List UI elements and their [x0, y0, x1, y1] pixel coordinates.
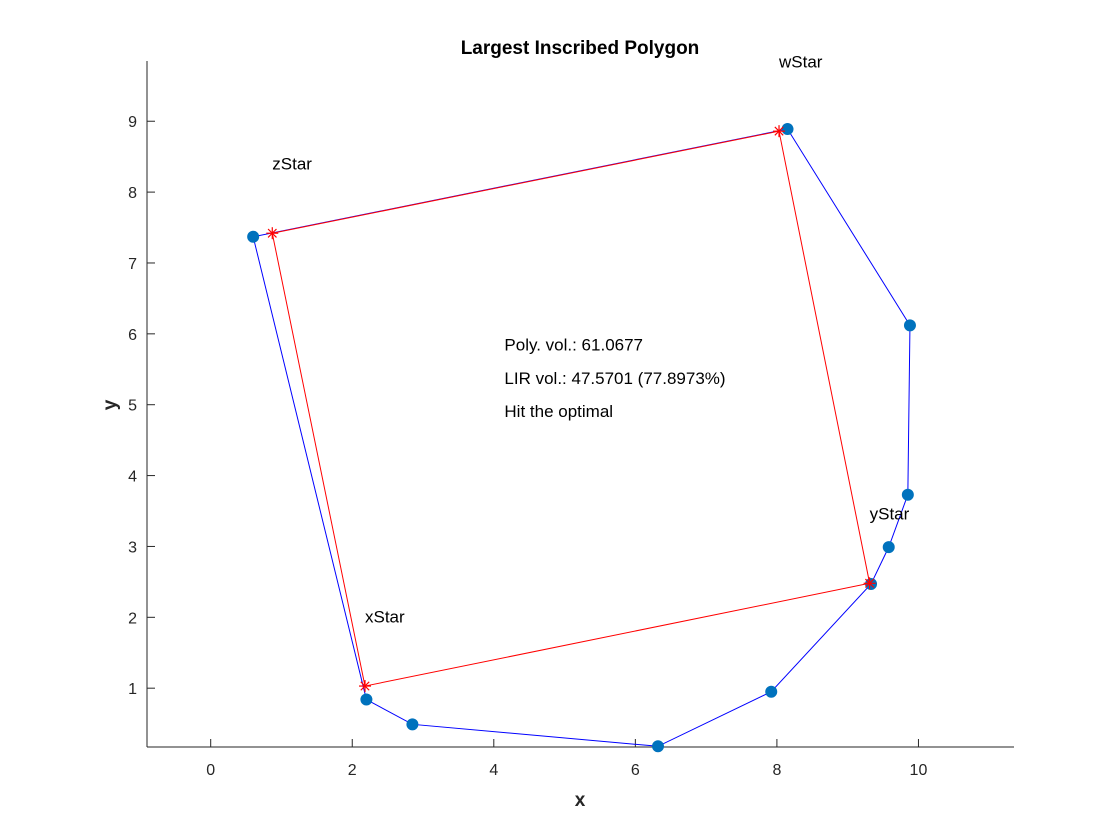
x-tick-label: 0: [206, 762, 215, 779]
y-axis-title: y: [100, 399, 121, 410]
polygon-vertex-marker: [406, 718, 419, 731]
asterisk-stroke: [864, 578, 875, 588]
y-tick-label: 4: [128, 469, 137, 486]
chart-title: Largest Inscribed Polygon: [461, 38, 700, 59]
rectangle-vertex-asterisk: [773, 125, 786, 138]
y-tick-label: 5: [128, 398, 137, 415]
rectangle-vertex-asterisk: [266, 227, 279, 240]
y-tick-label: 2: [128, 610, 137, 627]
polygon-vertex-marker: [247, 230, 260, 243]
asterisk-stroke: [267, 228, 277, 238]
y-tick-label: 7: [128, 256, 137, 273]
labels: xStar yStar zStar wStar Poly. vol.: 61.0677 L…: [272, 52, 909, 626]
y-tick-label: 3: [128, 539, 137, 556]
vertex-label-yStar: yStar: [870, 505, 910, 524]
annotation-text: Hit the optimal: [504, 402, 613, 421]
polygon-vertex-marker: [765, 685, 778, 698]
y-tick-label: 1: [128, 681, 137, 698]
annotation-text: LIR vol.: 47.5701 (77.8973%): [504, 369, 725, 388]
vertex-label-xStar: xStar: [365, 607, 405, 626]
x-tick-label: 8: [772, 762, 781, 779]
x-tick-label: 6: [631, 762, 640, 779]
asterisk-stroke: [360, 681, 370, 691]
x-tick-label: 2: [348, 762, 357, 779]
y-tick-label: 6: [128, 327, 137, 344]
plot-series: [247, 123, 916, 753]
vertex-label-wStar: wStar: [778, 52, 823, 71]
polygon-vertex-marker: [901, 488, 914, 501]
polygon-vertex-marker: [882, 541, 895, 554]
y-tick-label: 9: [128, 114, 137, 131]
vertex-label-zStar: zStar: [272, 154, 312, 173]
x-tick-label: 4: [489, 762, 498, 779]
x-tick-label: 10: [910, 762, 928, 779]
rectangle-vertex-asterisk: [358, 680, 371, 693]
rectangle-vertex-asterisk: [863, 577, 876, 590]
axes: [146, 61, 1014, 748]
polygon-vertex-marker: [903, 319, 916, 332]
x-axis-title: x: [575, 790, 586, 811]
polygon-vertex-marker: [781, 123, 794, 136]
annotation-text: Poly. vol.: 61.0677: [504, 335, 643, 354]
asterisk-stroke: [774, 126, 784, 136]
y-tick-label: 8: [128, 185, 137, 202]
polygon-vertex-marker: [651, 740, 664, 753]
polygon-vertex-marker: [360, 693, 373, 706]
